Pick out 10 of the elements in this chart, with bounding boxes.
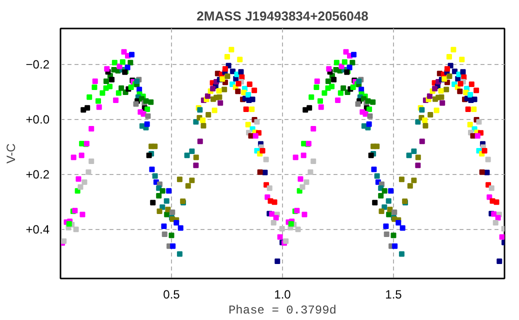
x-axis-title: Phase = 0.3799d [228,304,337,318]
y-tick-label: +0.4 [26,222,50,237]
y-tick-label: +0.2 [26,168,50,182]
y-axis-title: V-C [4,143,18,164]
x-tick-label: 0.5 [163,288,180,302]
y-tick-label: −0.2 [26,58,50,72]
chart-title: 2MASS J19493834+2056048 [196,8,368,24]
x-tick-label: 1.0 [274,288,292,302]
y-tick-label: +0.0 [26,112,50,127]
x-tick-label: 1.5 [385,288,402,302]
